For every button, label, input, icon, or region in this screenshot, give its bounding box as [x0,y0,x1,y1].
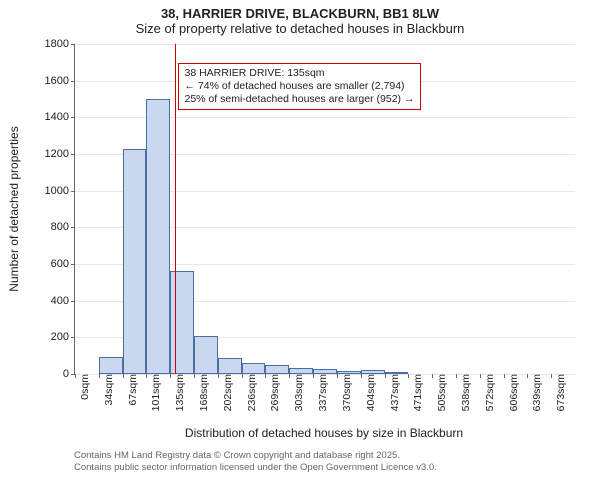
xtick-mark [504,374,505,378]
xtick-mark [242,374,243,378]
ytick-label: 1800 [45,38,75,50]
ytick-label: 1000 [45,185,75,197]
xtick-label: 437sqm [387,374,401,411]
xtick-label: 404sqm [363,374,377,411]
xtick-label: 572sqm [482,374,496,411]
footer-attribution: Contains HM Land Registry data © Crown c… [74,450,437,475]
ytick-label: 1600 [45,75,75,87]
histogram-bar [146,99,170,374]
xtick-label: 538sqm [458,374,472,411]
xtick-mark [123,374,124,378]
xtick-label: 639sqm [529,374,543,411]
gridline [75,44,575,45]
xtick-label: 673sqm [553,374,567,411]
ytick-label: 200 [51,331,75,343]
annotation-line2: 25% of semi-detached houses are larger (… [185,93,415,106]
xtick-label: 101sqm [148,374,162,411]
xtick-mark [337,374,338,378]
xtick-mark [99,374,100,378]
histogram-bar [242,363,266,374]
xtick-mark [194,374,195,378]
ytick-label: 600 [51,258,75,270]
histogram-bar [194,336,218,375]
chart-title-line2: Size of property relative to detached ho… [0,21,600,36]
xtick-mark [75,374,76,378]
chart-container: 38, HARRIER DRIVE, BLACKBURN, BB1 8LW Si… [0,0,600,500]
xtick-label: 337sqm [315,374,329,411]
annotation-line1: ← 74% of detached houses are smaller (2,… [185,80,415,93]
xtick-mark [456,374,457,378]
reference-line [175,44,176,374]
xtick-label: 471sqm [410,374,424,411]
plot-area: 0200400600800100012001400160018000sqm34s… [74,44,575,375]
xtick-mark [385,374,386,378]
histogram-bar [170,271,194,374]
xtick-mark [480,374,481,378]
xtick-label: 168sqm [196,374,210,411]
xtick-label: 606sqm [506,374,520,411]
xtick-label: 202sqm [220,374,234,411]
ytick-label: 400 [51,295,75,307]
xtick-label: 370sqm [339,374,353,411]
x-axis-label: Distribution of detached houses by size … [74,426,574,440]
ytick-label: 800 [51,221,75,233]
xtick-label: 505sqm [434,374,448,411]
xtick-label: 135sqm [172,374,186,411]
annotation-box: 38 HARRIER DRIVE: 135sqm← 74% of detache… [178,63,422,110]
footer-line2: Contains public sector information licen… [74,462,437,474]
xtick-mark [432,374,433,378]
footer-line1: Contains HM Land Registry data © Crown c… [74,450,437,462]
histogram-bar [265,365,289,374]
xtick-label: 0sqm [77,374,91,400]
xtick-label: 236sqm [244,374,258,411]
chart-title-line1: 38, HARRIER DRIVE, BLACKBURN, BB1 8LW [0,6,600,21]
ytick-label: 1200 [45,148,75,160]
xtick-label: 67sqm [125,374,139,406]
xtick-mark [361,374,362,378]
ytick-label: 0 [63,368,75,380]
xtick-mark [313,374,314,378]
histogram-bar [99,357,123,374]
xtick-label: 269sqm [267,374,281,411]
xtick-mark [218,374,219,378]
annotation-title: 38 HARRIER DRIVE: 135sqm [185,67,415,80]
xtick-label: 34sqm [101,374,115,406]
ytick-label: 1400 [45,111,75,123]
xtick-label: 303sqm [291,374,305,411]
y-axis-label: Number of detached properties [7,126,21,291]
histogram-bar [218,358,242,375]
histogram-bar [123,149,147,375]
